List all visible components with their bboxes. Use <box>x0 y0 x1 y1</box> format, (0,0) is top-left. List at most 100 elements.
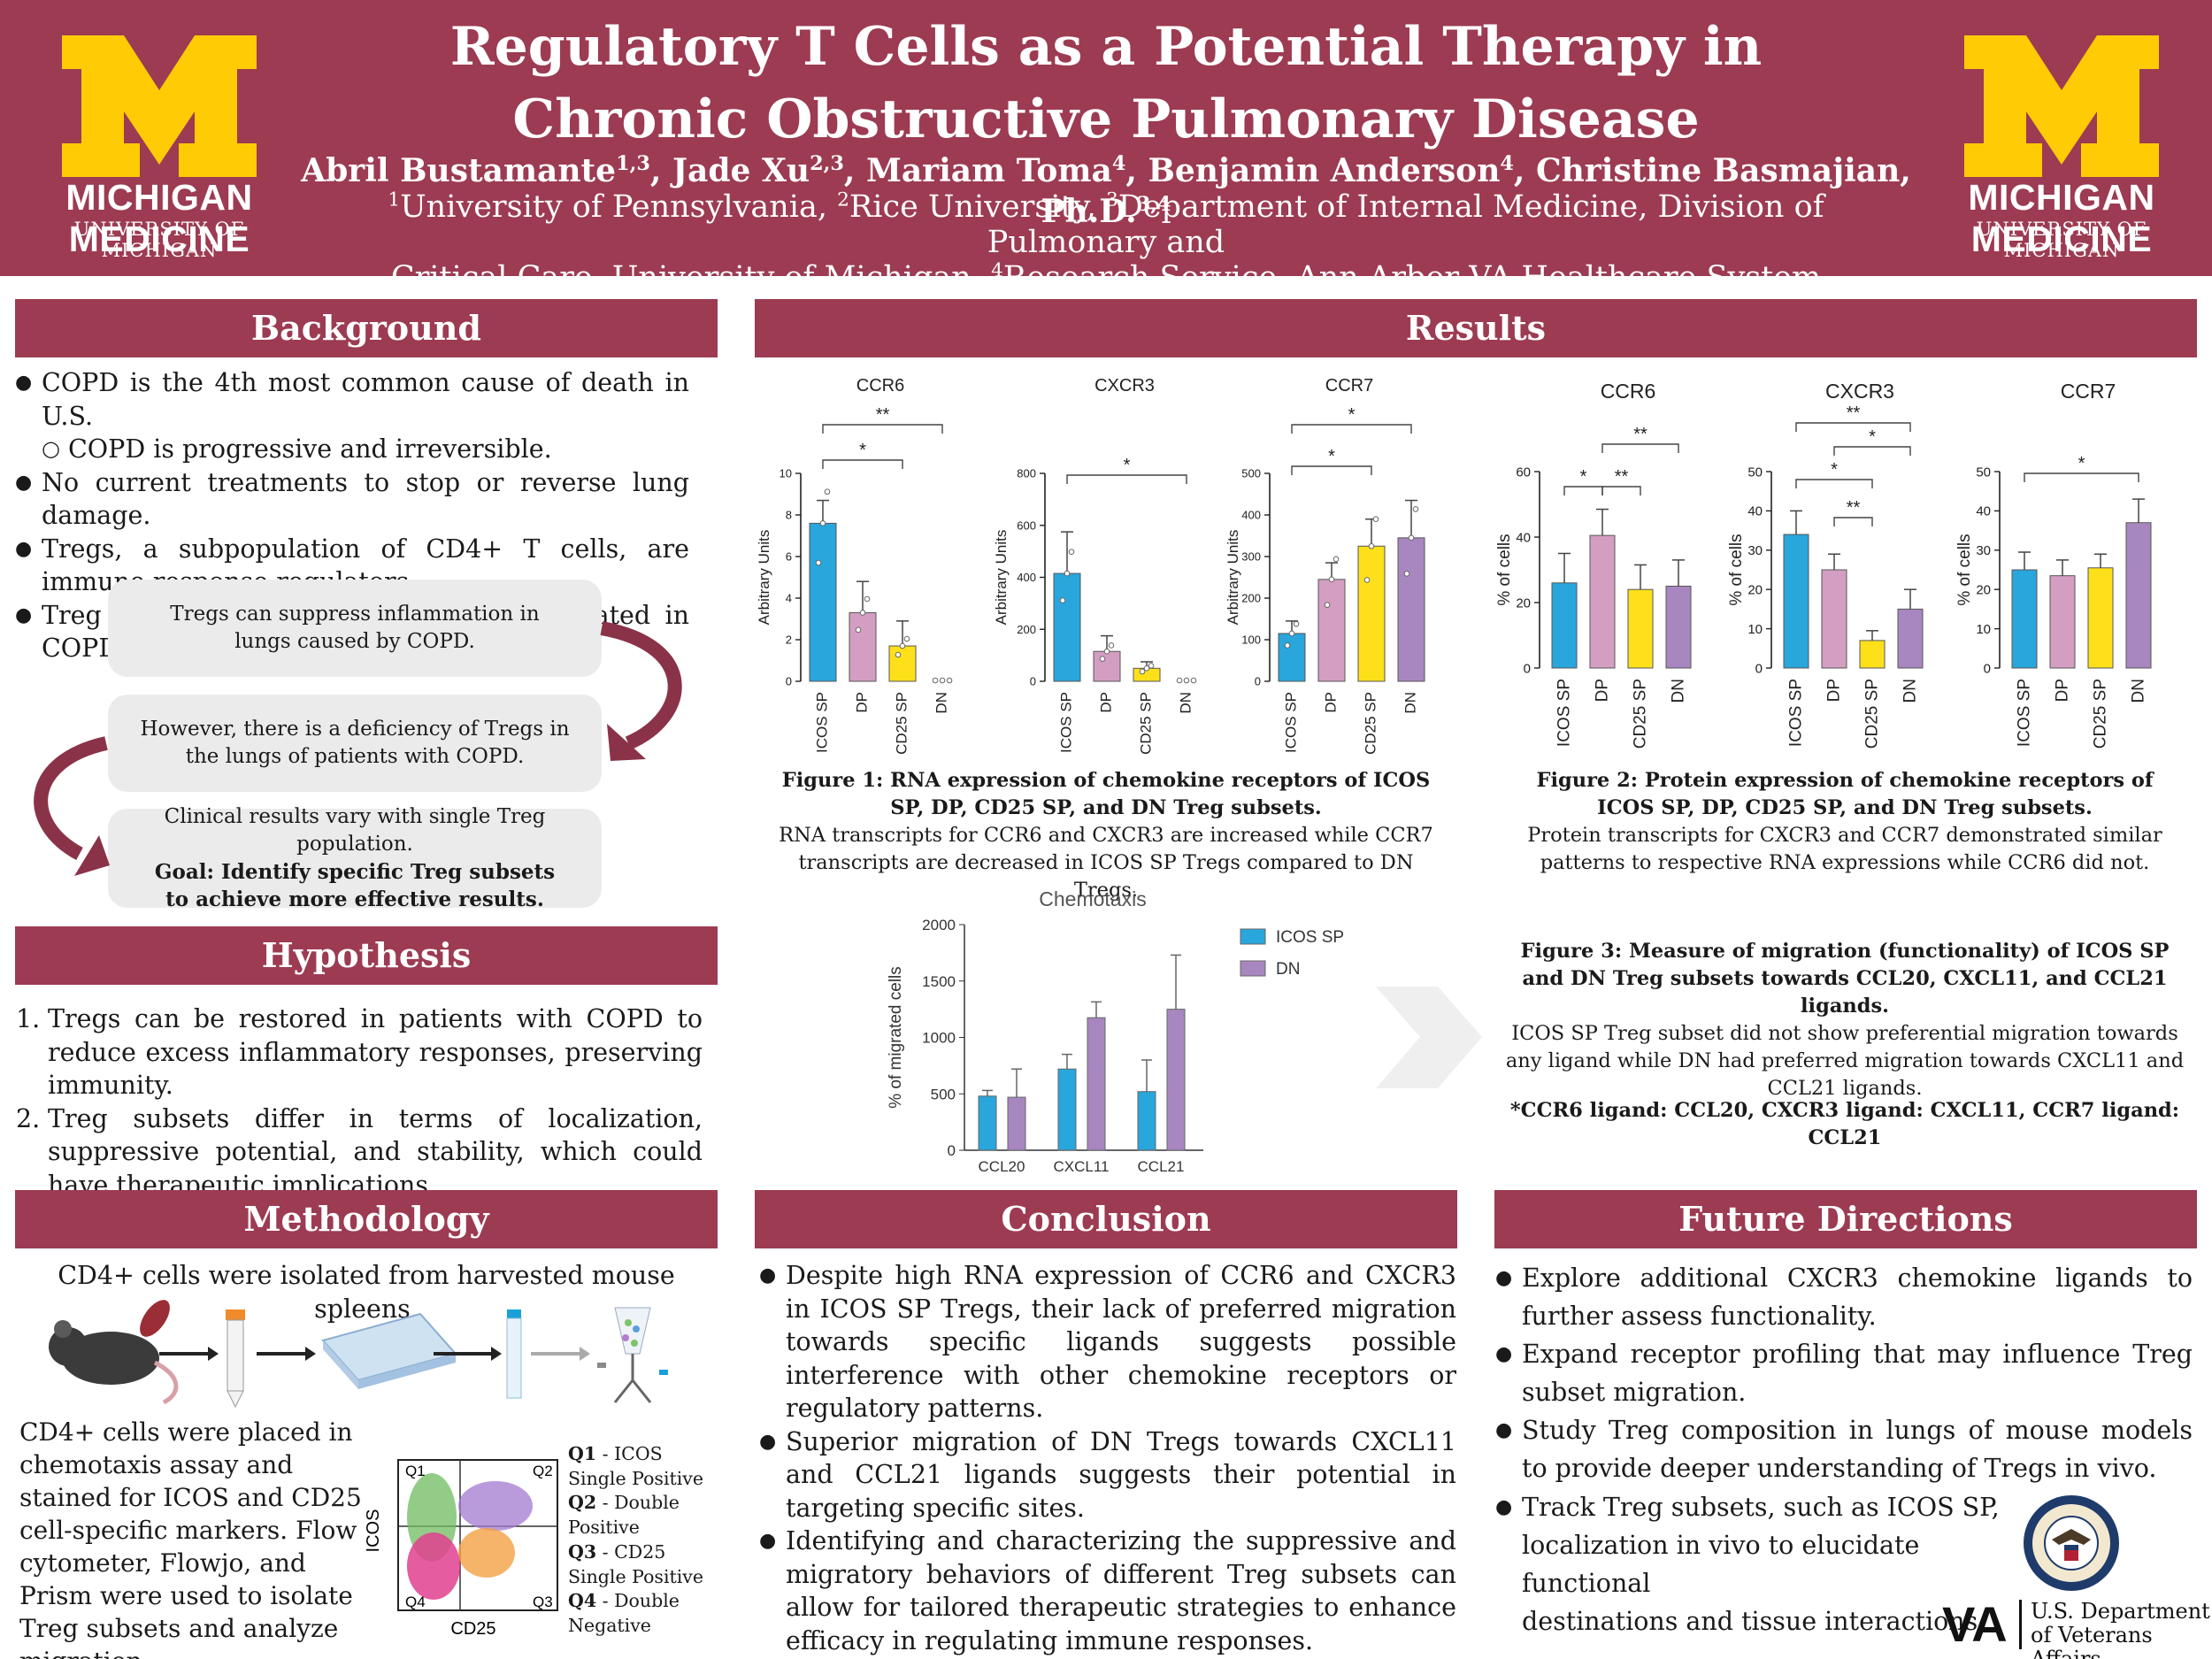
quadrant-desc: - ICOS Single Positive <box>568 1443 704 1489</box>
curved-arrow-left-icon <box>34 736 110 876</box>
y-tick-label: 400 <box>1241 509 1261 522</box>
affiliation-text: University of Pennsylvania, <box>400 189 838 225</box>
significance-bracket <box>1601 486 1641 495</box>
title-line-2: Chronic Obstructive Pulmonary Disease <box>512 88 1700 150</box>
significance-bracket <box>1833 446 1911 456</box>
x-category-label: ICOS SP <box>1283 692 1300 753</box>
flow-cytometry-plot: ICOS Q1 Q2 Q4 Q3 CD25 <box>364 1459 558 1639</box>
x-category-label: DP <box>1593 679 1611 702</box>
y-tick-label: 800 <box>1017 467 1036 480</box>
bar <box>809 522 837 682</box>
bar <box>1665 586 1692 669</box>
quadrant-id: Q2 <box>568 1492 597 1514</box>
y-tick-label: 30 <box>1747 543 1763 558</box>
y-tick-label: 400 <box>1017 571 1036 584</box>
methodology-paragraph: CD4+ cells were placed in chemotaxis ass… <box>19 1417 362 1659</box>
va-dept-line: of Veterans Affairs <box>2031 1623 2153 1659</box>
curved-arrow-right-icon <box>600 621 682 761</box>
x-category-label: DN <box>933 692 950 714</box>
bar <box>888 645 917 682</box>
affiliation-sup: 3 <box>1105 188 1118 211</box>
y-axis-label: Arbitrary Units <box>993 530 1010 626</box>
significance-label: ** <box>1847 403 1861 423</box>
data-point <box>1288 630 1295 637</box>
significance-label: * <box>2078 454 2085 473</box>
logo-main-text: MICHIGAN MEDICINE <box>65 177 253 259</box>
data-point <box>895 651 902 658</box>
logo-main-text: MICHIGAN MEDICINE <box>1968 177 2155 259</box>
data-point <box>1068 549 1075 556</box>
y-tick-label: 1000 <box>922 1030 956 1047</box>
y-tick-label: 50 <box>1976 465 1991 480</box>
data-point <box>932 677 939 684</box>
bar <box>2049 575 2076 669</box>
significance-label: * <box>1348 405 1356 425</box>
list-item-line: destinations and tissue interactions. <box>1522 1607 1986 1636</box>
significance-label: * <box>1869 427 1876 447</box>
y-tick-label: 300 <box>1241 550 1261 564</box>
figure-3-text: ICOS SP Treg subset did not show prefere… <box>1505 1022 2185 1100</box>
list-item: Expand receptor profiling that may influ… <box>1495 1335 2193 1411</box>
bar <box>1551 582 1578 669</box>
author-affiliation-sup: 1,3 <box>616 152 650 175</box>
chart-title: CCR6 <box>856 376 904 396</box>
flow-box-3-text: Clinical results vary with single Treg p… <box>164 805 546 856</box>
ligand-note: *CCR6 ligand: CCL20, CXCR3 ligand: CXCL1… <box>1509 1099 2180 1149</box>
affiliation-line-1: 1University of Pennsylvania, 2Rice Unive… <box>301 189 1911 260</box>
significance-bracket <box>2024 472 2139 482</box>
y-axis-label: % of cells <box>1727 534 1746 605</box>
y-tick-label: 200 <box>1017 623 1036 636</box>
future-directions-list: Explore additional CXCR3 chemokine ligan… <box>1495 1259 2193 1487</box>
flow-box-3: Clinical results vary with single Treg p… <box>108 805 602 911</box>
y-axis-label: Arbitrary Units <box>1225 530 1241 626</box>
data-point <box>859 610 866 616</box>
x-category-label: CD25 SP <box>1363 692 1379 755</box>
y-tick-label: 2 <box>786 634 792 647</box>
va-department-text: U.S. Department of Veterans Affairs <box>2031 1600 2212 1659</box>
list-item: Despite high RNA expression of CCR6 and … <box>759 1259 1456 1425</box>
future-directions-last-item: Track Treg subsets, such as ICOS SP, loc… <box>1495 1488 2026 1640</box>
list-item: COPD is the 4th most common cause of dea… <box>15 366 689 433</box>
y-tick-label: 500 <box>1241 467 1261 480</box>
legend-swatch <box>1240 960 1266 977</box>
bar <box>1093 650 1121 682</box>
bar <box>1007 1096 1026 1151</box>
bar <box>849 611 877 682</box>
chart-title: CCR6 <box>1601 380 1656 403</box>
quadrant-legend-item: Q4 - Double Negative <box>568 1589 724 1638</box>
hypothesis-heading: Hypothesis <box>15 926 718 985</box>
significance-bracket <box>1795 422 1911 432</box>
future-directions-heading: Future Directions <box>1494 1190 2197 1248</box>
mouse-icon <box>49 1300 179 1405</box>
isolation-workflow <box>49 1300 668 1409</box>
list-item: Study Treg composition in lungs of mouse… <box>1495 1411 2193 1487</box>
figure-3-caption: Figure 3: Measure of migration (function… <box>1504 938 2185 1102</box>
figure-2-text: Protein transcripts for CXCR3 and CCR7 d… <box>1527 824 2162 874</box>
bar <box>1357 545 1386 682</box>
data-point <box>1324 602 1331 608</box>
block-m-icon <box>62 35 257 177</box>
bar <box>2087 567 2114 669</box>
y-tick-label: 6 <box>786 550 792 564</box>
y-tick-label: 10 <box>780 467 792 480</box>
list-item: 1. Tregs can be restored in patients with… <box>16 1002 703 1102</box>
y-tick-label: 0 <box>1984 661 1991 676</box>
conclusion-heading: Conclusion <box>755 1190 1457 1248</box>
data-point <box>1293 620 1300 627</box>
x-category-label: CCL20 <box>979 1158 1025 1175</box>
legend-label: DN <box>1276 960 1300 979</box>
va-seal-icon <box>2024 1495 2119 1591</box>
author-affiliation-sup: 4 <box>1111 152 1126 175</box>
significance-bracket <box>1066 474 1187 484</box>
bar-chart: CCR6 Arbitrary Units 0 2 4 6 8 10 ICOS SP DP CD25 … <box>756 376 953 755</box>
va-logo-divider <box>2019 1600 2022 1649</box>
flow-box-2-text: However, there is a deficiency of Tregs … <box>140 718 570 768</box>
affiliation-text: Department of Internal Medicine, Divisio… <box>987 189 1824 260</box>
x-category-label: ICOS SP <box>1786 679 1805 747</box>
affiliation-text: Rice University, <box>849 189 1106 225</box>
quadrant-legend-item: Q3 - CD25 Single Positive <box>568 1540 724 1589</box>
y-tick-label: 500 <box>931 1086 956 1102</box>
quadrant-legend-item: Q1 - ICOS Single Positive <box>568 1442 724 1491</box>
bar <box>1859 640 1886 669</box>
significance-label: * <box>1831 460 1838 480</box>
